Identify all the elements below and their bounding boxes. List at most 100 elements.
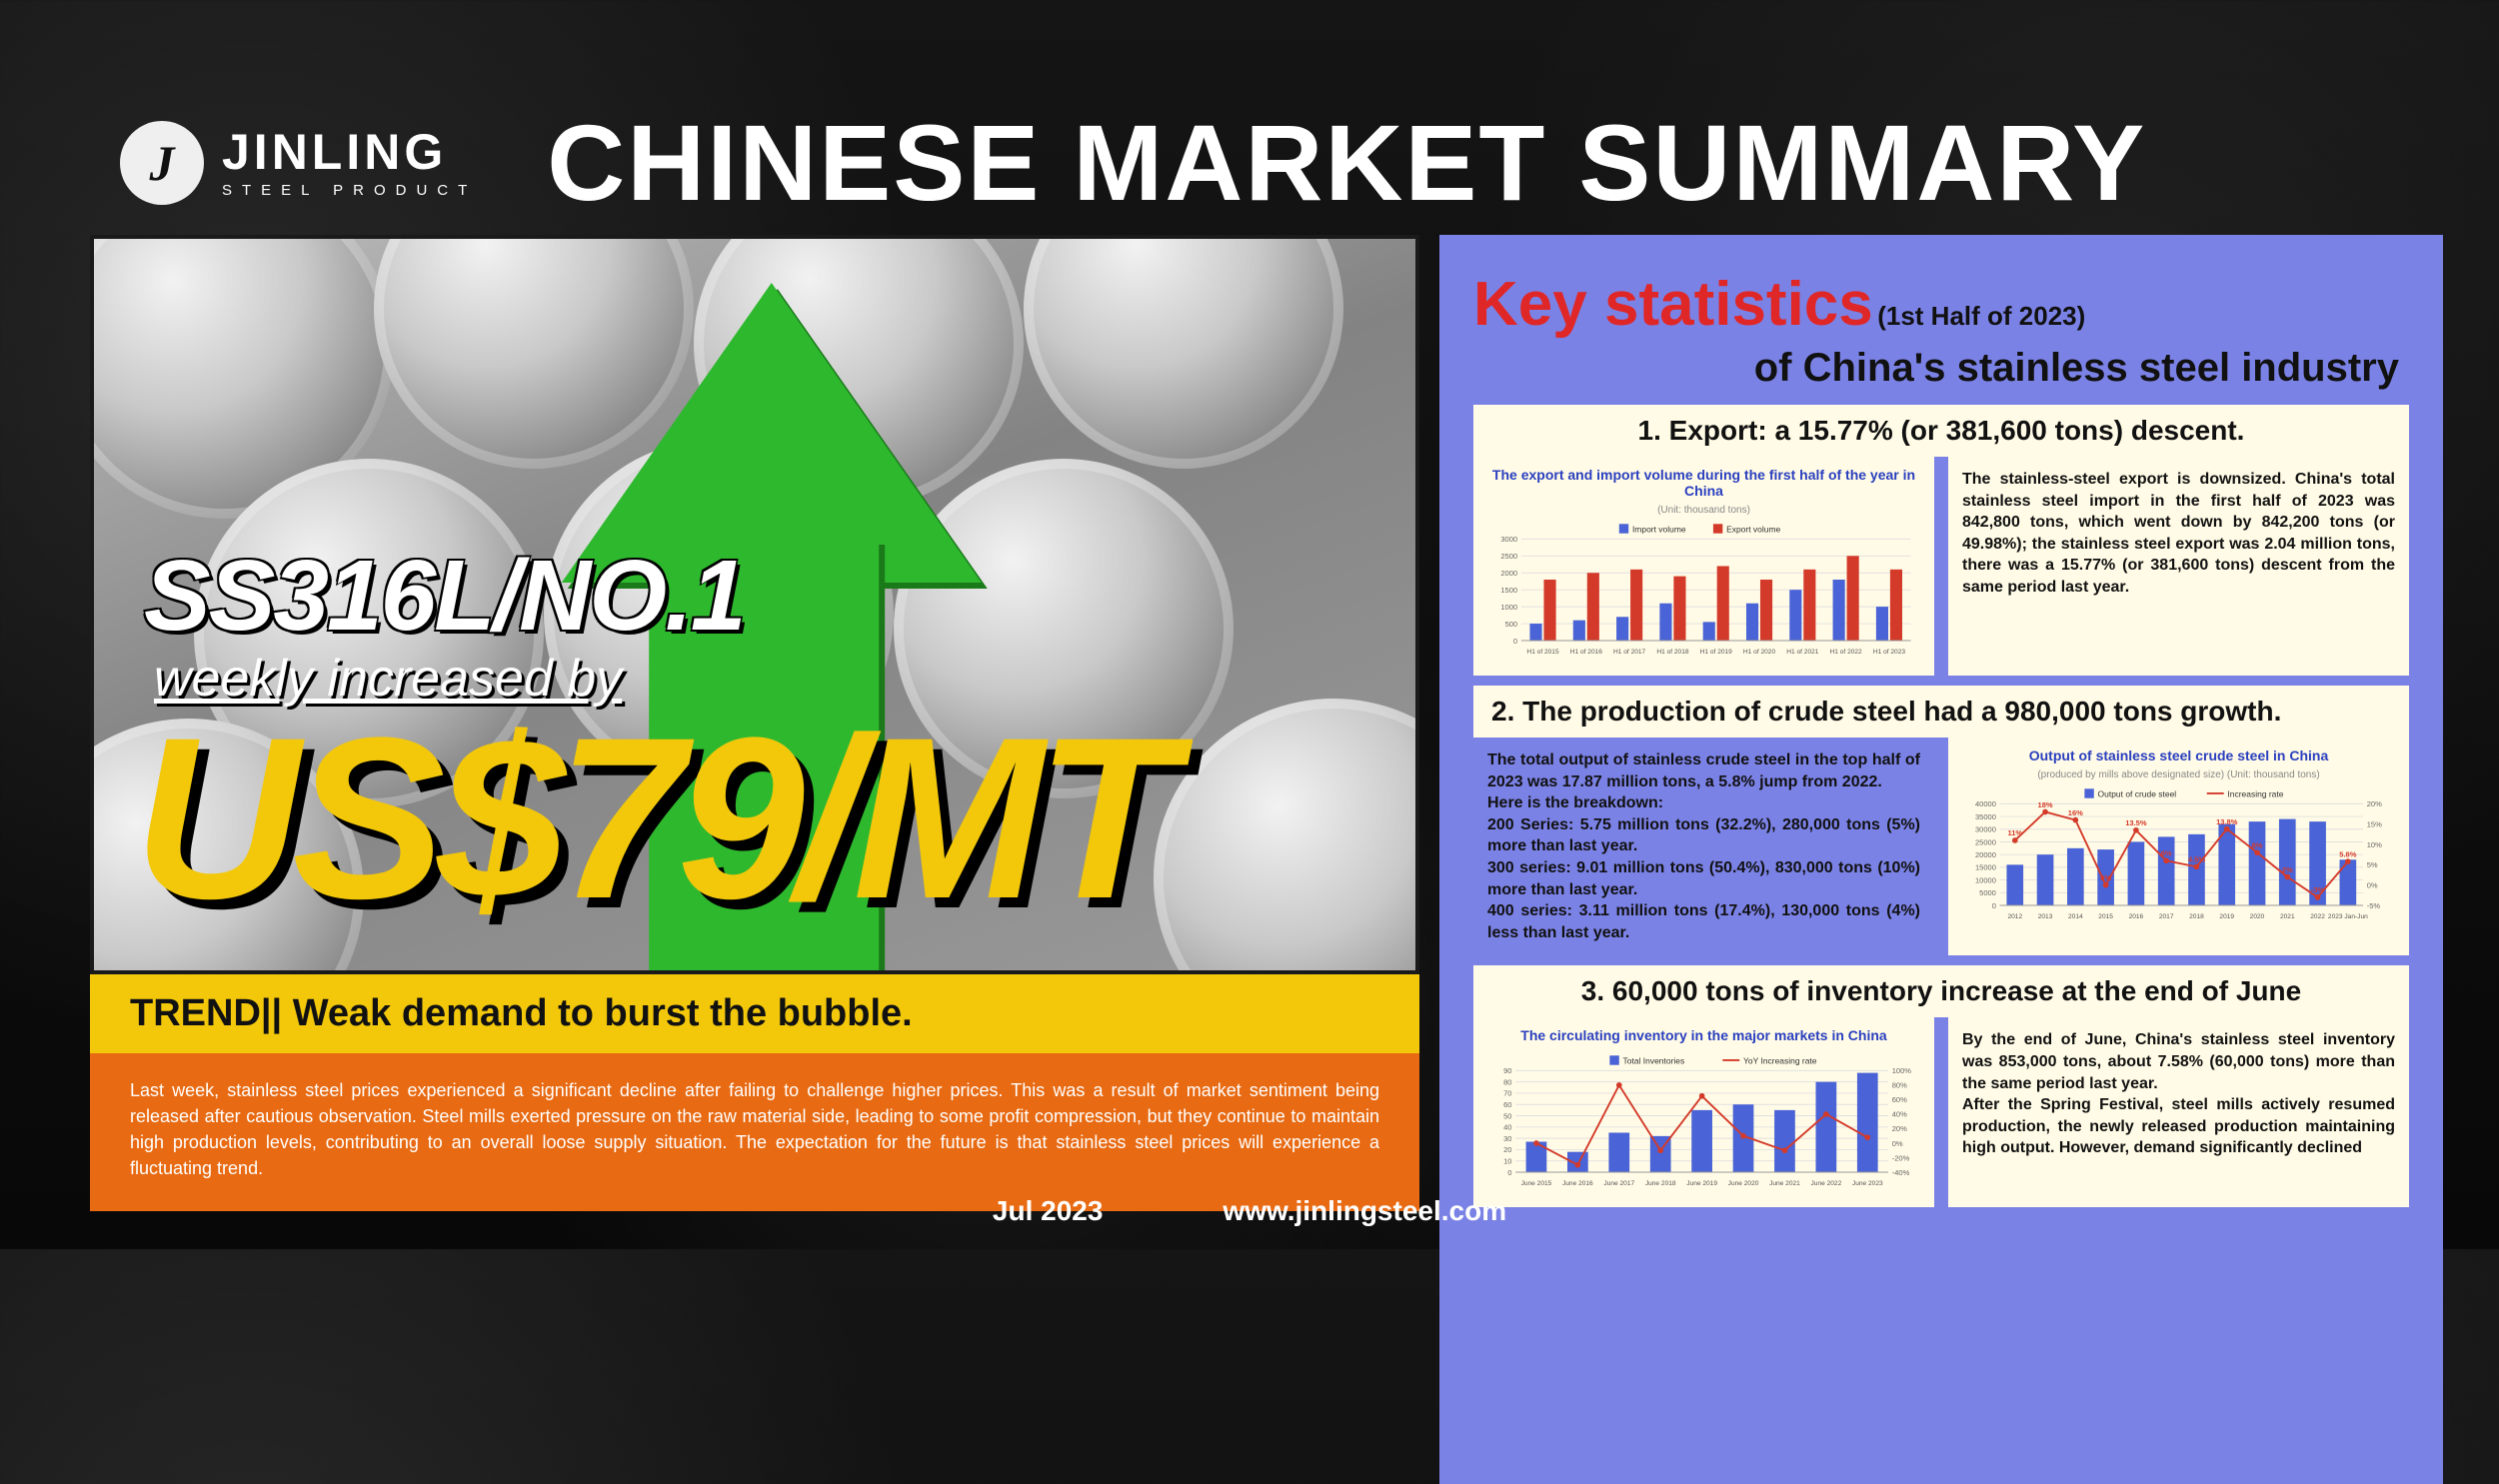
svg-text:0%: 0% bbox=[2367, 880, 2378, 889]
stat1-text: The stainless-steel export is downsized.… bbox=[1948, 457, 2409, 676]
right-panel: Key statistics (1st Half of 2023) of Chi… bbox=[1439, 235, 2443, 1484]
logo-mark-icon: J bbox=[120, 121, 204, 205]
svg-text:0%: 0% bbox=[1892, 1139, 1903, 1148]
stat3-text: By the end of June, China's stainless st… bbox=[1948, 1017, 2409, 1207]
footer: Jul 2023 www.jinlingsteel.com bbox=[0, 1195, 2499, 1227]
trend-body: Last week, stainless steel prices experi… bbox=[90, 1053, 1419, 1211]
svg-text:20000: 20000 bbox=[1975, 850, 1996, 859]
svg-text:Export volume: Export volume bbox=[1726, 525, 1780, 535]
stat2-chart-svg: Output of crude steelIncreasing rate0500… bbox=[1962, 782, 2395, 932]
svg-text:H1 of 2021: H1 of 2021 bbox=[1786, 649, 1819, 656]
svg-text:H1 of 2018: H1 of 2018 bbox=[1656, 649, 1689, 656]
stat1-chart-title: The export and import volume during the … bbox=[1487, 467, 1920, 499]
svg-text:20: 20 bbox=[1503, 1146, 1511, 1155]
keystats-subtitle: of China's stainless steel industry bbox=[1473, 346, 2399, 391]
stat3: 3. 60,000 tons of inventory increase at … bbox=[1473, 965, 2409, 1207]
stat2-chart-title: Output of stainless steel crude steel in… bbox=[1962, 747, 2395, 763]
stat2: 2. The production of crude steel had a 9… bbox=[1473, 686, 2409, 955]
svg-text:H1 of 2016: H1 of 2016 bbox=[1570, 649, 1603, 656]
svg-text:1500: 1500 bbox=[1500, 586, 1517, 595]
keystats-title: Key statistics bbox=[1473, 270, 1873, 339]
svg-text:2000: 2000 bbox=[1500, 569, 1517, 578]
stat3-chart: The circulating inventory in the major m… bbox=[1473, 1017, 1934, 1207]
svg-text:June 2015: June 2015 bbox=[1521, 1181, 1552, 1188]
footer-url: www.jinlingsteel.com bbox=[1223, 1195, 1506, 1227]
svg-text:25000: 25000 bbox=[1975, 837, 1996, 846]
svg-text:2019: 2019 bbox=[2219, 913, 2234, 920]
decor-coil-icon bbox=[1024, 235, 1343, 469]
keystats-period: (1st Half of 2023) bbox=[1877, 301, 2085, 331]
stat2-text: The total output of stainless crude stee… bbox=[1473, 738, 1934, 955]
stat1: 1. Export: a 15.77% (or 381,600 tons) de… bbox=[1473, 405, 2409, 676]
svg-text:2016: 2016 bbox=[2129, 913, 2144, 920]
svg-text:20%: 20% bbox=[1892, 1125, 1907, 1134]
svg-text:35000: 35000 bbox=[1975, 812, 1996, 821]
svg-text:H1 of 2022: H1 of 2022 bbox=[1830, 649, 1863, 656]
svg-text:-40%: -40% bbox=[1892, 1168, 1910, 1177]
svg-text:10000: 10000 bbox=[1975, 875, 1996, 884]
svg-text:100%: 100% bbox=[1892, 1067, 1912, 1076]
stat2-chart: Output of stainless steel crude steel in… bbox=[1948, 738, 2409, 955]
svg-text:2014: 2014 bbox=[2068, 913, 2083, 920]
svg-text:June 2016: June 2016 bbox=[1562, 1181, 1593, 1188]
svg-text:500: 500 bbox=[1505, 620, 1518, 629]
svg-text:June 2021: June 2021 bbox=[1769, 1181, 1800, 1188]
page-title: CHINESE MARKET SUMMARY bbox=[547, 100, 2146, 225]
stat1-chart-svg: Import volumeExport volume05001000150020… bbox=[1487, 518, 1920, 668]
svg-text:30: 30 bbox=[1503, 1134, 1511, 1143]
svg-text:5%: 5% bbox=[2367, 860, 2378, 869]
svg-text:H1 of 2023: H1 of 2023 bbox=[1873, 649, 1906, 656]
svg-text:Import volume: Import volume bbox=[1632, 525, 1686, 535]
svg-text:2018: 2018 bbox=[2189, 913, 2204, 920]
svg-text:June 2017: June 2017 bbox=[1603, 1181, 1634, 1188]
svg-text:3000: 3000 bbox=[1500, 535, 1517, 544]
svg-text:1000: 1000 bbox=[1500, 603, 1517, 612]
svg-text:H1 of 2019: H1 of 2019 bbox=[1700, 649, 1733, 656]
svg-text:15000: 15000 bbox=[1975, 863, 1996, 872]
svg-text:80: 80 bbox=[1503, 1078, 1511, 1087]
trend-bar: TREND|| Weak demand to burst the bubble. bbox=[90, 974, 1419, 1053]
svg-text:13.8%: 13.8% bbox=[2216, 817, 2238, 826]
svg-text:10: 10 bbox=[1503, 1157, 1511, 1166]
svg-text:18%: 18% bbox=[2038, 800, 2053, 809]
keystats-header: Key statistics (1st Half of 2023) of Chi… bbox=[1473, 269, 2409, 391]
svg-text:June 2020: June 2020 bbox=[1728, 1181, 1759, 1188]
hero-image: SS316L/NO.1 weekly increased by US$79/MT bbox=[90, 235, 1419, 974]
svg-text:90: 90 bbox=[1503, 1067, 1511, 1076]
svg-text:5.8%: 5.8% bbox=[2339, 849, 2356, 858]
stat1-heading: 1. Export: a 15.77% (or 381,600 tons) de… bbox=[1473, 405, 2409, 457]
stat2-chart-subtitle: (produced by mills above designated size… bbox=[1962, 769, 2395, 780]
svg-text:70: 70 bbox=[1503, 1089, 1511, 1098]
svg-text:2022: 2022 bbox=[2310, 913, 2325, 920]
svg-text:H1 of 2015: H1 of 2015 bbox=[1526, 649, 1559, 656]
svg-text:2015: 2015 bbox=[2098, 913, 2113, 920]
svg-text:2012: 2012 bbox=[2007, 913, 2022, 920]
svg-text:30000: 30000 bbox=[1975, 825, 1996, 834]
svg-text:40%: 40% bbox=[1892, 1110, 1907, 1119]
svg-text:0: 0 bbox=[1992, 901, 1996, 910]
svg-text:20%: 20% bbox=[2367, 799, 2382, 808]
hero-price: US$79/MT bbox=[134, 686, 1169, 950]
svg-text:13.5%: 13.5% bbox=[2125, 818, 2147, 827]
svg-text:H1 of 2020: H1 of 2020 bbox=[1743, 649, 1776, 656]
svg-text:-20%: -20% bbox=[1892, 1154, 1910, 1163]
svg-text:June 2019: June 2019 bbox=[1686, 1181, 1717, 1188]
header: J JINLING STEEL PRODUCT CHINESE MARKET S… bbox=[120, 100, 2429, 225]
svg-text:June 2023: June 2023 bbox=[1852, 1181, 1883, 1188]
svg-text:0: 0 bbox=[1507, 1168, 1511, 1177]
svg-text:2020: 2020 bbox=[2250, 913, 2265, 920]
svg-text:2021: 2021 bbox=[2280, 913, 2295, 920]
svg-text:Output of crude steel: Output of crude steel bbox=[2098, 789, 2177, 799]
svg-text:40000: 40000 bbox=[1975, 799, 1996, 808]
svg-text:2017: 2017 bbox=[2159, 913, 2174, 920]
hero-product-code: SS316L/NO.1 bbox=[144, 539, 745, 654]
svg-text:Total Inventories: Total Inventories bbox=[1623, 1056, 1685, 1066]
svg-text:40: 40 bbox=[1503, 1123, 1511, 1132]
stat1-chart-subtitle: (Unit: thousand tons) bbox=[1487, 505, 1920, 516]
decor-coil-icon bbox=[1154, 699, 1419, 974]
arrow-up-icon bbox=[562, 283, 982, 583]
footer-date: Jul 2023 bbox=[993, 1195, 1104, 1227]
svg-text:15%: 15% bbox=[2367, 820, 2382, 829]
logo-brand: JINLING bbox=[222, 127, 477, 177]
svg-text:June 2022: June 2022 bbox=[1811, 1181, 1842, 1188]
